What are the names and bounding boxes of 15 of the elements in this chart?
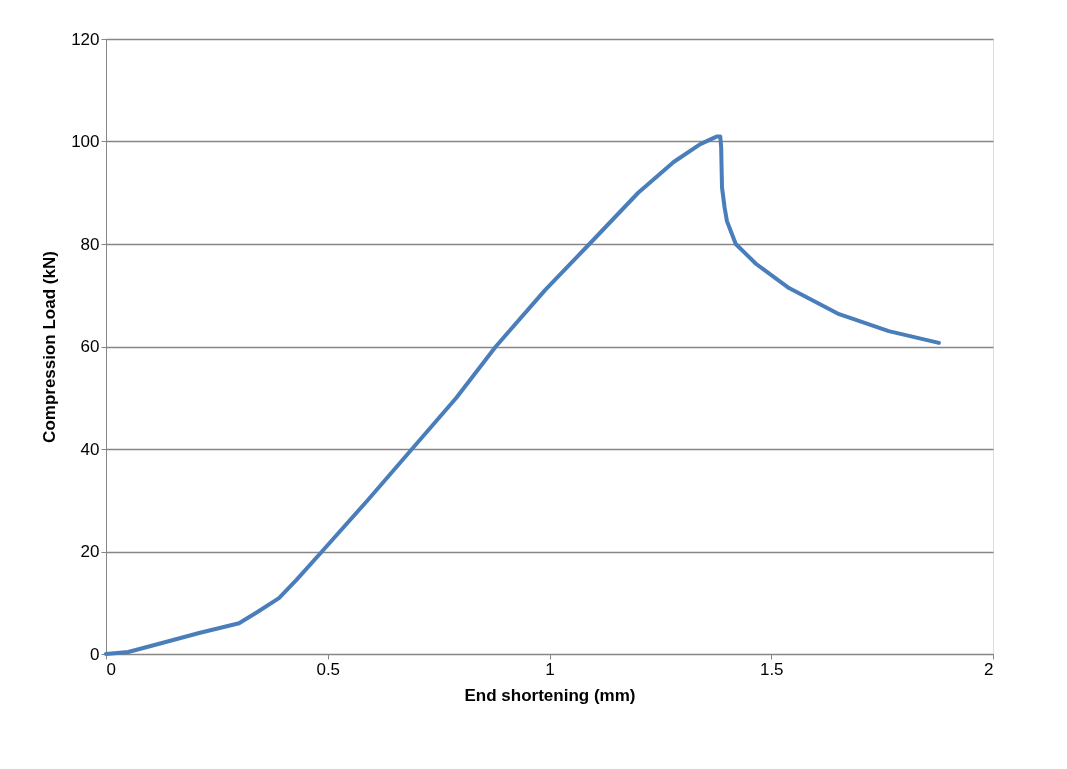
- x-tick-label: 0: [106, 659, 116, 679]
- x-axis-title: End shortening (mm): [464, 685, 636, 705]
- line-series: [104, 134, 941, 656]
- y-tick-label: 60: [80, 337, 100, 356]
- y-axis-title: Compression Load (kN): [40, 251, 60, 443]
- y-tick-label: 0: [90, 644, 100, 664]
- y-tick-label: 80: [80, 234, 100, 254]
- x-tick-label: 0.5: [316, 659, 341, 679]
- x-tick-label: 2: [984, 659, 994, 679]
- x-tick-label: 1.5: [759, 659, 784, 679]
- y-tick-label: 40: [80, 439, 100, 459]
- x-tick-label: 1: [545, 659, 555, 679]
- y-tick-label: 20: [80, 542, 100, 561]
- y-tick-label: 100: [71, 132, 100, 151]
- y-tick-label: 120: [71, 29, 100, 49]
